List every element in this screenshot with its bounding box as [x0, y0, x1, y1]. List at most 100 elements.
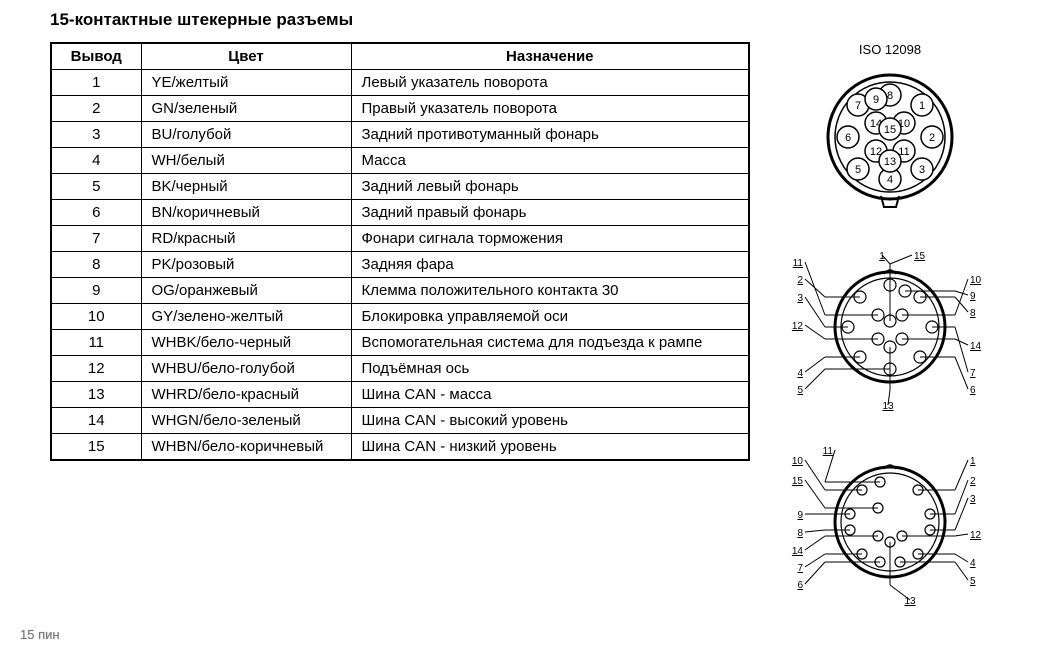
diagrams-column: ISO 12098 123456789101112131415 12345678…: [780, 42, 1000, 612]
table-row: 6BN/коричневыйЗадний правый фонарь: [51, 200, 749, 226]
cell-color: WHGN/бело-зеленый: [141, 408, 351, 434]
table-row: 4WH/белыйМасса: [51, 148, 749, 174]
table-row: 10GY/зелено-желтыйБлокировка управляемой…: [51, 304, 749, 330]
col-color: Цвет: [141, 43, 351, 70]
cell-func: Задний правый фонарь: [351, 200, 749, 226]
svg-text:7: 7: [970, 368, 976, 379]
svg-text:3: 3: [970, 494, 976, 505]
svg-text:7: 7: [855, 100, 861, 112]
svg-text:7: 7: [797, 563, 803, 574]
svg-text:6: 6: [970, 385, 976, 396]
cell-color: GN/зеленый: [141, 96, 351, 122]
connector-front-svg: 123456789101112131415: [810, 57, 970, 217]
cell-pin: 1: [51, 70, 141, 96]
cell-color: YE/желтый: [141, 70, 351, 96]
cell-pin: 4: [51, 148, 141, 174]
table-row: 11WHBK/бело-черныйВспомогательная систем…: [51, 330, 749, 356]
pinout-table: Вывод Цвет Назначение 1YE/желтыйЛевый ук…: [50, 42, 750, 461]
svg-text:3: 3: [919, 164, 925, 176]
cell-color: PK/розовый: [141, 252, 351, 278]
svg-text:6: 6: [797, 580, 803, 591]
cell-pin: 5: [51, 174, 141, 200]
cell-pin: 13: [51, 382, 141, 408]
main-row: Вывод Цвет Назначение 1YE/желтыйЛевый ук…: [20, 42, 1028, 612]
cell-pin: 15: [51, 434, 141, 461]
page-title: 15-контактные штекерные разъемы: [50, 10, 1028, 30]
svg-text:5: 5: [855, 164, 861, 176]
cell-pin: 9: [51, 278, 141, 304]
svg-text:5: 5: [970, 576, 976, 587]
table-row: 15WHBN/бело-коричневыйШина CAN - низкий …: [51, 434, 749, 461]
cell-func: Левый указатель поворота: [351, 70, 749, 96]
svg-text:9: 9: [797, 510, 803, 521]
cell-func: Блокировка управляемой оси: [351, 304, 749, 330]
svg-text:9: 9: [970, 291, 976, 302]
connector-leader-b-svg: 123456789101112131415: [790, 437, 990, 612]
svg-text:14: 14: [970, 341, 982, 352]
cell-pin: 6: [51, 200, 141, 226]
svg-text:1: 1: [879, 251, 885, 262]
svg-text:9: 9: [873, 94, 879, 106]
svg-text:5: 5: [797, 385, 803, 396]
table-row: 2GN/зеленыйПравый указатель поворота: [51, 96, 749, 122]
svg-text:10: 10: [792, 456, 804, 467]
svg-text:12: 12: [792, 321, 804, 332]
svg-text:11: 11: [793, 258, 804, 269]
col-pin: Вывод: [51, 43, 141, 70]
cell-func: Задняя фара: [351, 252, 749, 278]
svg-text:4: 4: [797, 368, 803, 379]
table-header-row: Вывод Цвет Назначение: [51, 43, 749, 70]
svg-text:8: 8: [797, 528, 803, 539]
cell-color: BK/черный: [141, 174, 351, 200]
cell-func: Шина CAN - высокий уровень: [351, 408, 749, 434]
svg-text:13: 13: [904, 596, 916, 607]
connector-leader-b: 123456789101112131415: [790, 437, 990, 612]
svg-text:11: 11: [823, 446, 834, 457]
svg-text:15: 15: [792, 476, 804, 487]
cell-func: Задний противотуманный фонарь: [351, 122, 749, 148]
cell-func: Фонари сигнала торможения: [351, 226, 749, 252]
cell-func: Вспомогательная система для подъезда к р…: [351, 330, 749, 356]
svg-text:10: 10: [970, 275, 982, 286]
table-row: 3BU/голубойЗадний противотуманный фонарь: [51, 122, 749, 148]
cell-color: WHBK/бело-черный: [141, 330, 351, 356]
iso-label: ISO 12098: [810, 42, 970, 57]
svg-text:8: 8: [970, 308, 976, 319]
svg-text:14: 14: [792, 546, 804, 557]
svg-text:2: 2: [797, 275, 803, 286]
cell-pin: 11: [51, 330, 141, 356]
svg-text:3: 3: [797, 293, 803, 304]
cell-pin: 2: [51, 96, 141, 122]
cell-func: Шина CAN - масса: [351, 382, 749, 408]
table-row: 8PK/розовыйЗадняя фара: [51, 252, 749, 278]
cell-color: WHBN/бело-коричневый: [141, 434, 351, 461]
cell-pin: 12: [51, 356, 141, 382]
cell-func: Подъёмная ось: [351, 356, 749, 382]
svg-text:6: 6: [845, 132, 851, 144]
table-row: 7RD/красныйФонари сигнала торможения: [51, 226, 749, 252]
cell-pin: 3: [51, 122, 141, 148]
svg-text:12: 12: [970, 530, 982, 541]
cell-func: Задний левый фонарь: [351, 174, 749, 200]
cell-color: BU/голубой: [141, 122, 351, 148]
svg-text:2: 2: [970, 476, 976, 487]
cell-pin: 8: [51, 252, 141, 278]
svg-text:15: 15: [914, 251, 926, 262]
table-row: 13WHRD/бело-красныйШина CAN - масса: [51, 382, 749, 408]
svg-text:13: 13: [882, 401, 894, 412]
table-row: 5BK/черныйЗадний левый фонарь: [51, 174, 749, 200]
connector-leader-a: 123456789101112131415: [790, 242, 990, 412]
svg-text:15: 15: [884, 124, 896, 136]
connector-front: ISO 12098 123456789101112131415: [810, 42, 970, 217]
svg-text:8: 8: [887, 90, 893, 102]
svg-text:1: 1: [970, 456, 976, 467]
table-row: 9OG/оранжевыйКлемма положительного конта…: [51, 278, 749, 304]
cell-pin: 10: [51, 304, 141, 330]
cell-color: BN/коричневый: [141, 200, 351, 226]
table-row: 1YE/желтыйЛевый указатель поворота: [51, 70, 749, 96]
table-row: 12WHBU/бело-голубойПодъёмная ось: [51, 356, 749, 382]
cell-func: Правый указатель поворота: [351, 96, 749, 122]
cell-pin: 14: [51, 408, 141, 434]
svg-text:4: 4: [970, 558, 976, 569]
connector-leader-a-svg: 123456789101112131415: [790, 242, 990, 412]
